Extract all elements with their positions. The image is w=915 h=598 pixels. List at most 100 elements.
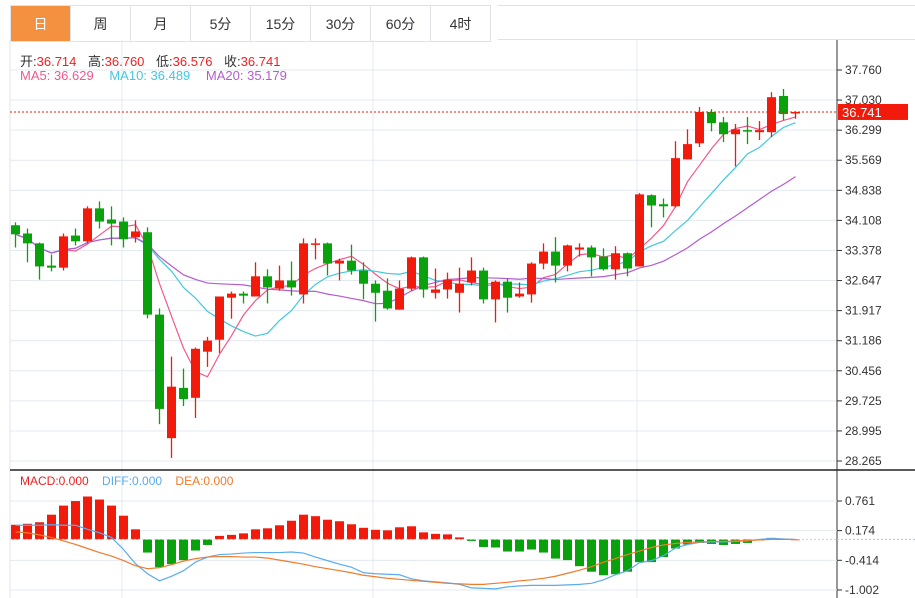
macd-bar bbox=[539, 539, 548, 553]
candle bbox=[539, 243, 548, 270]
candle-body bbox=[779, 95, 788, 115]
macd-bar bbox=[263, 528, 272, 540]
diff-line bbox=[15, 524, 796, 590]
macd-bar bbox=[275, 525, 284, 540]
macd-bar bbox=[311, 516, 320, 540]
diff-value: DIFF:0.000 bbox=[102, 474, 163, 488]
candle bbox=[731, 123, 740, 167]
candle bbox=[131, 220, 140, 243]
macd-bar bbox=[107, 505, 116, 540]
candle bbox=[479, 267, 488, 304]
candle bbox=[335, 258, 344, 281]
candle bbox=[179, 368, 188, 407]
y-tick-label: 30.456 bbox=[845, 364, 882, 378]
tab-7[interactable]: 4时 bbox=[431, 6, 491, 41]
tab-4[interactable]: 15分 bbox=[251, 6, 311, 41]
candle-body bbox=[791, 111, 800, 114]
macd-bar bbox=[503, 539, 512, 552]
candle-body bbox=[407, 257, 416, 289]
macd-bar bbox=[287, 520, 296, 540]
candle-body bbox=[227, 293, 236, 298]
candle-body bbox=[83, 208, 92, 242]
candle-body bbox=[35, 243, 44, 267]
candle bbox=[215, 296, 224, 353]
ma20-value: MA20: 35.179 bbox=[205, 68, 287, 83]
tab-6[interactable]: 60分 bbox=[371, 6, 431, 41]
macd-bar bbox=[623, 539, 632, 572]
y-tick-label: 28.995 bbox=[845, 424, 882, 438]
y-tick-label: 35.569 bbox=[845, 153, 882, 167]
macd-bar bbox=[23, 523, 32, 540]
candle-body bbox=[527, 263, 536, 295]
tab-2[interactable]: 月 bbox=[131, 6, 191, 41]
macd-bar bbox=[467, 539, 476, 541]
candle bbox=[599, 248, 608, 271]
candle-body bbox=[59, 236, 68, 268]
open-label: 开: bbox=[20, 54, 37, 69]
candle bbox=[683, 129, 692, 160]
candle-body bbox=[191, 348, 200, 398]
ma-info: MA5: 36.629 MA10: 36.489 MA20: 35.179 bbox=[20, 68, 287, 83]
candle-body bbox=[743, 130, 752, 132]
macd-y-tick-label: 0.174 bbox=[845, 524, 875, 538]
macd-bar bbox=[371, 529, 380, 540]
macd-bar bbox=[527, 539, 536, 550]
macd-bar bbox=[179, 539, 188, 561]
candle bbox=[419, 256, 428, 298]
ma10-value: MA10: 36.489 bbox=[109, 68, 191, 83]
candle bbox=[575, 243, 584, 257]
macd-y-tick-label: -0.414 bbox=[845, 553, 879, 567]
tab-3[interactable]: 5分 bbox=[191, 6, 251, 41]
candle bbox=[107, 206, 116, 246]
macd-bar bbox=[227, 534, 236, 540]
candle-body bbox=[767, 97, 776, 133]
tab-0[interactable]: 日 bbox=[11, 6, 71, 41]
candle-body bbox=[71, 235, 80, 242]
candle-body bbox=[503, 281, 512, 298]
macd-bar bbox=[395, 527, 404, 540]
candle-body bbox=[479, 270, 488, 300]
candle-body bbox=[575, 247, 584, 250]
macd-bar bbox=[35, 522, 44, 540]
candle-body bbox=[239, 293, 248, 296]
candle bbox=[719, 116, 728, 143]
candle bbox=[623, 252, 632, 277]
macd-bar bbox=[83, 496, 92, 540]
tab-5[interactable]: 30分 bbox=[311, 6, 371, 41]
candle-body bbox=[587, 247, 596, 258]
candle-body bbox=[323, 243, 332, 264]
candle-body bbox=[275, 280, 284, 289]
macd-bar bbox=[479, 539, 488, 547]
candle-body bbox=[371, 283, 380, 293]
candle bbox=[347, 244, 356, 275]
candle bbox=[491, 280, 500, 323]
candle bbox=[551, 237, 560, 283]
candle bbox=[251, 262, 260, 297]
candle-body bbox=[215, 296, 224, 340]
candle bbox=[659, 198, 668, 218]
candle bbox=[71, 228, 80, 246]
macd-bar bbox=[131, 529, 140, 540]
candle bbox=[203, 336, 212, 367]
candle bbox=[563, 244, 572, 272]
candle-body bbox=[647, 195, 656, 206]
macd-bar bbox=[215, 535, 224, 540]
candle bbox=[671, 141, 680, 208]
close-label: 收: bbox=[224, 54, 241, 69]
macd-bar bbox=[95, 499, 104, 540]
candle bbox=[263, 269, 272, 304]
tab-1[interactable]: 周 bbox=[71, 6, 131, 41]
candle-body bbox=[695, 112, 704, 144]
candle bbox=[59, 233, 68, 271]
candle bbox=[299, 238, 308, 304]
macd-bar bbox=[491, 539, 500, 548]
candle bbox=[83, 206, 92, 244]
candle-body bbox=[311, 243, 320, 245]
y-tick-label: 28.265 bbox=[845, 454, 882, 468]
candle-body bbox=[731, 129, 740, 135]
candle bbox=[191, 347, 200, 418]
candle bbox=[635, 193, 644, 267]
candle bbox=[707, 109, 716, 132]
candle-body bbox=[299, 243, 308, 295]
candle bbox=[11, 222, 20, 248]
